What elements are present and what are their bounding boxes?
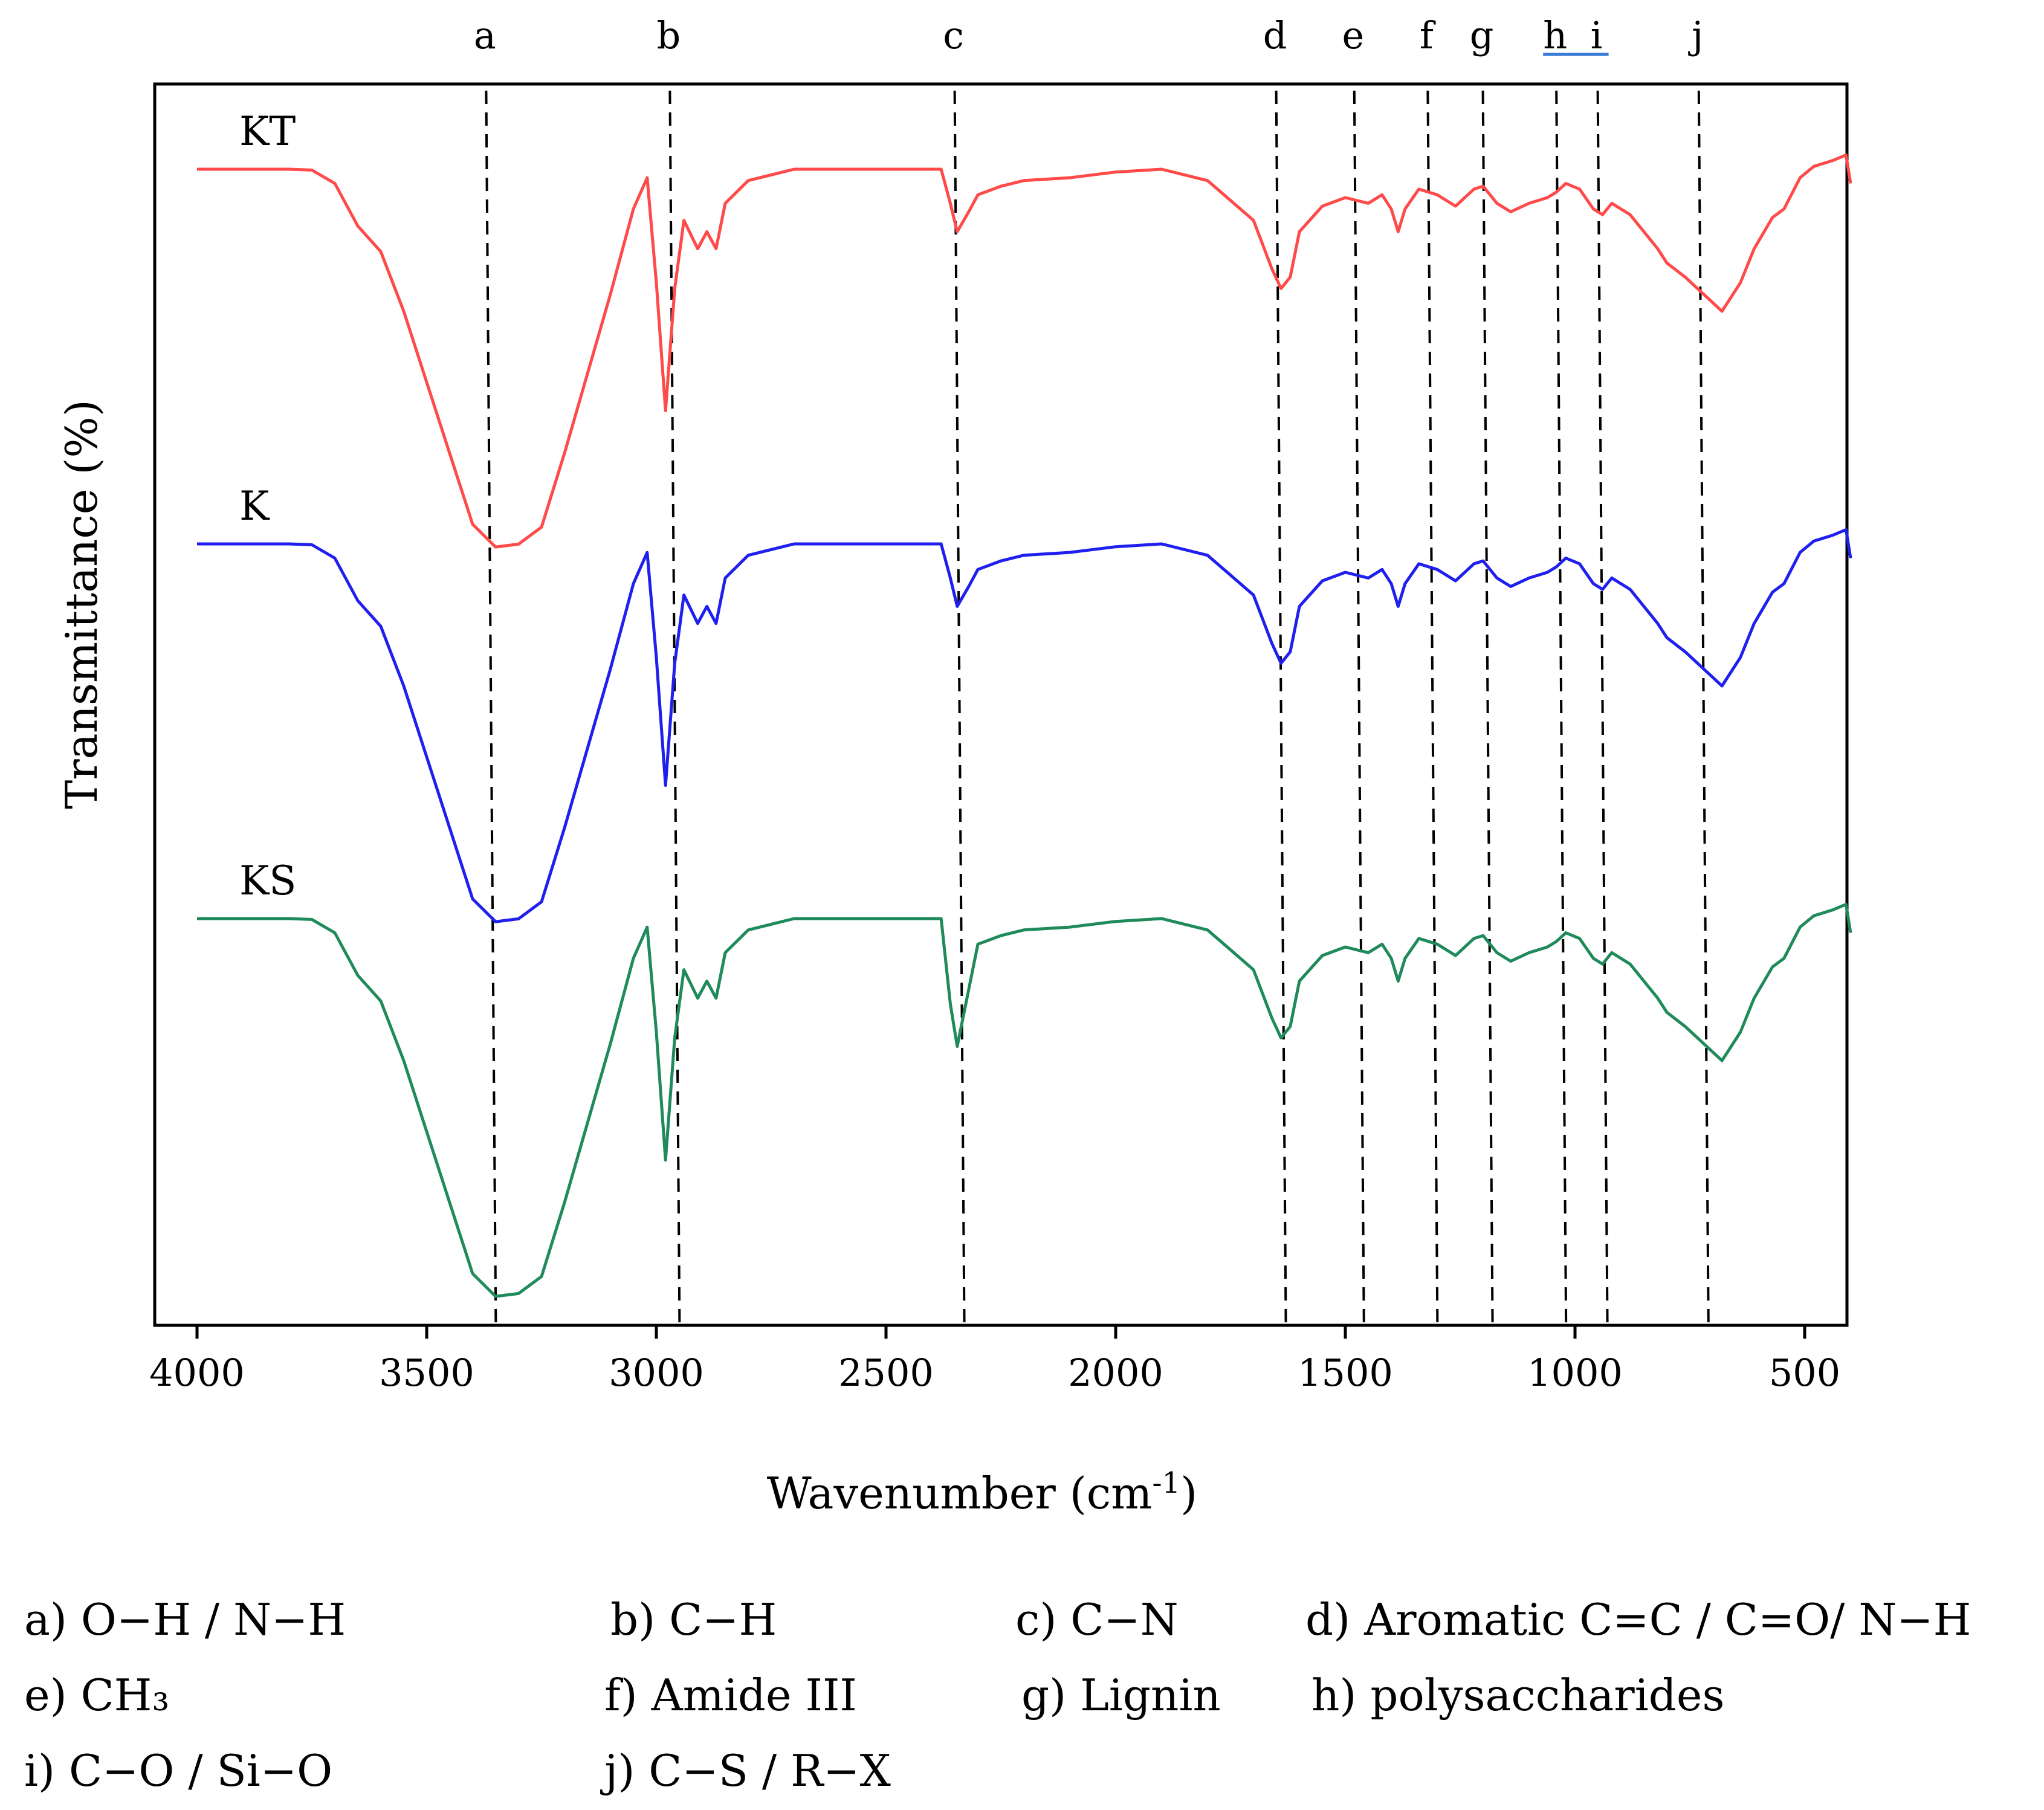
peak-letter-f: f [1420, 13, 1436, 57]
peak-letter-g: g [1470, 13, 1494, 57]
legend-e: e) CH₃ [24, 1670, 169, 1721]
x-tick-label-2000: 2000 [1068, 1351, 1163, 1395]
legend-c: c) C−N [1015, 1594, 1179, 1645]
x-axis-title-sup: -1 [1152, 1466, 1180, 1500]
series-group: KT K KS [197, 108, 1852, 1298]
peak-letter-h: h [1543, 13, 1567, 57]
peak-line-g [1481, 90, 1494, 1326]
legend-g: g) Lignin [1021, 1670, 1221, 1721]
series-label-kt: KT [239, 108, 296, 155]
x-axis-title-main: Wavenumber (cm [767, 1468, 1153, 1519]
x-tick-label-3500: 3500 [379, 1351, 474, 1395]
series-label-ks: KS [239, 858, 297, 904]
legend-i: i) C−O / Si−O [24, 1745, 332, 1796]
x-axis-title-close: ) [1180, 1468, 1197, 1519]
peak-line-a [485, 90, 497, 1326]
series-line-kt [197, 154, 1852, 549]
x-tick-label-1000: 1000 [1527, 1351, 1623, 1395]
legend-j: j) C−S / R−X [600, 1745, 891, 1796]
legend: a) O−H / N−H b) C−H c) C−N d) Aromatic C… [24, 1594, 1971, 1796]
peak-letter-j: j [1688, 13, 1703, 57]
peak-line-f [1426, 90, 1439, 1326]
peak-line-h [1555, 90, 1568, 1326]
x-tick-label-4000: 4000 [149, 1351, 245, 1395]
legend-d: d) Aromatic C=C / C=O/ N−H [1305, 1594, 1971, 1645]
legend-f: f) Amide III [604, 1670, 857, 1721]
plot-frame [153, 82, 1849, 1327]
peak-letter-c: c [943, 13, 964, 57]
series-line-ks [197, 903, 1852, 1298]
x-axis: 4000 3500 3000 2500 2000 1500 1000 500 [149, 1325, 1840, 1395]
x-tick-label-1500: 1500 [1298, 1351, 1393, 1395]
peak-line-j [1697, 90, 1710, 1326]
x-tick-label-3000: 3000 [609, 1351, 704, 1395]
legend-h: h) polysaccharides [1311, 1670, 1724, 1721]
legend-a: a) O−H / N−H [24, 1594, 346, 1645]
x-tick-label-2500: 2500 [838, 1351, 934, 1395]
peak-line-c [953, 90, 966, 1326]
legend-b: b) C−H [610, 1594, 777, 1645]
peak-line-e [1353, 90, 1365, 1326]
peak-line-i [1596, 90, 1609, 1326]
series-label-k: K [239, 483, 270, 529]
peak-letter-i: i [1591, 13, 1603, 57]
x-axis-title: Wavenumber (cm-1) [767, 1466, 1198, 1519]
peak-line-b [668, 90, 681, 1326]
series-line-k [197, 528, 1852, 923]
peak-letter-d: d [1263, 13, 1287, 57]
x-tick-label-500: 500 [1769, 1351, 1840, 1395]
peak-letter-b: b [657, 13, 681, 57]
peak-letter-e: e [1342, 13, 1364, 57]
peak-letter-a: a [474, 13, 496, 57]
peak-line-d [1275, 90, 1287, 1326]
y-axis-title: Transmittance (%) [56, 399, 107, 809]
